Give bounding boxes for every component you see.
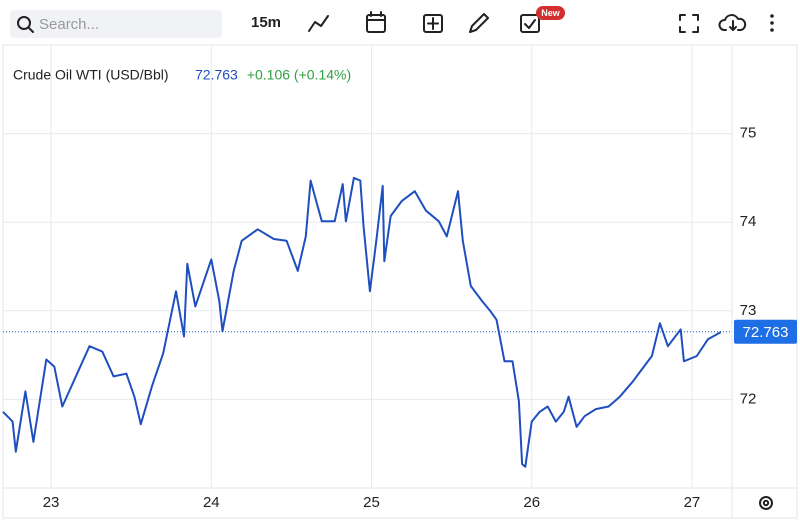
- menu-button[interactable]: [770, 14, 774, 32]
- last-price-box: [734, 319, 797, 344]
- search-icon: [27, 26, 34, 33]
- x-tick-label: 27: [684, 494, 701, 511]
- y-tick-label: 75: [740, 125, 757, 142]
- price-line: [2, 176, 722, 468]
- search-placeholder: Search...: [39, 16, 99, 33]
- add-button[interactable]: [423, 14, 443, 33]
- chart-type-button[interactable]: [308, 15, 329, 32]
- fullscreen-button[interactable]: [679, 14, 699, 33]
- events-button[interactable]: [520, 14, 540, 33]
- draw-button[interactable]: [469, 13, 489, 33]
- toolbar: Search... 15m New: [10, 6, 774, 38]
- settings-button[interactable]: [759, 496, 773, 510]
- y-tick-label: 72: [740, 390, 757, 407]
- download-button[interactable]: [718, 14, 747, 31]
- x-tick-label: 25: [363, 494, 380, 511]
- x-tick-label: 23: [43, 494, 60, 511]
- new-badge: [536, 6, 565, 20]
- search-icon: [17, 16, 31, 30]
- interval-button[interactable]: 15m: [251, 14, 281, 31]
- price-change: +0.106 (+0.14%): [247, 67, 351, 83]
- new-badge-text: New: [541, 8, 561, 18]
- y-tick-label: 74: [740, 213, 757, 230]
- last-price: 72.763: [195, 67, 238, 83]
- calendar-button[interactable]: [366, 11, 386, 33]
- chart-title: Crude Oil WTI (USD/Bbl): [13, 67, 169, 83]
- y-tick-label: 73: [740, 302, 757, 319]
- search-box[interactable]: [10, 10, 222, 38]
- x-tick-label: 24: [203, 494, 220, 511]
- chart-frame: [2, 44, 798, 519]
- x-tick-label: 26: [523, 494, 540, 511]
- last-price-label: 72.763: [743, 324, 789, 341]
- plot: [2, 45, 732, 488]
